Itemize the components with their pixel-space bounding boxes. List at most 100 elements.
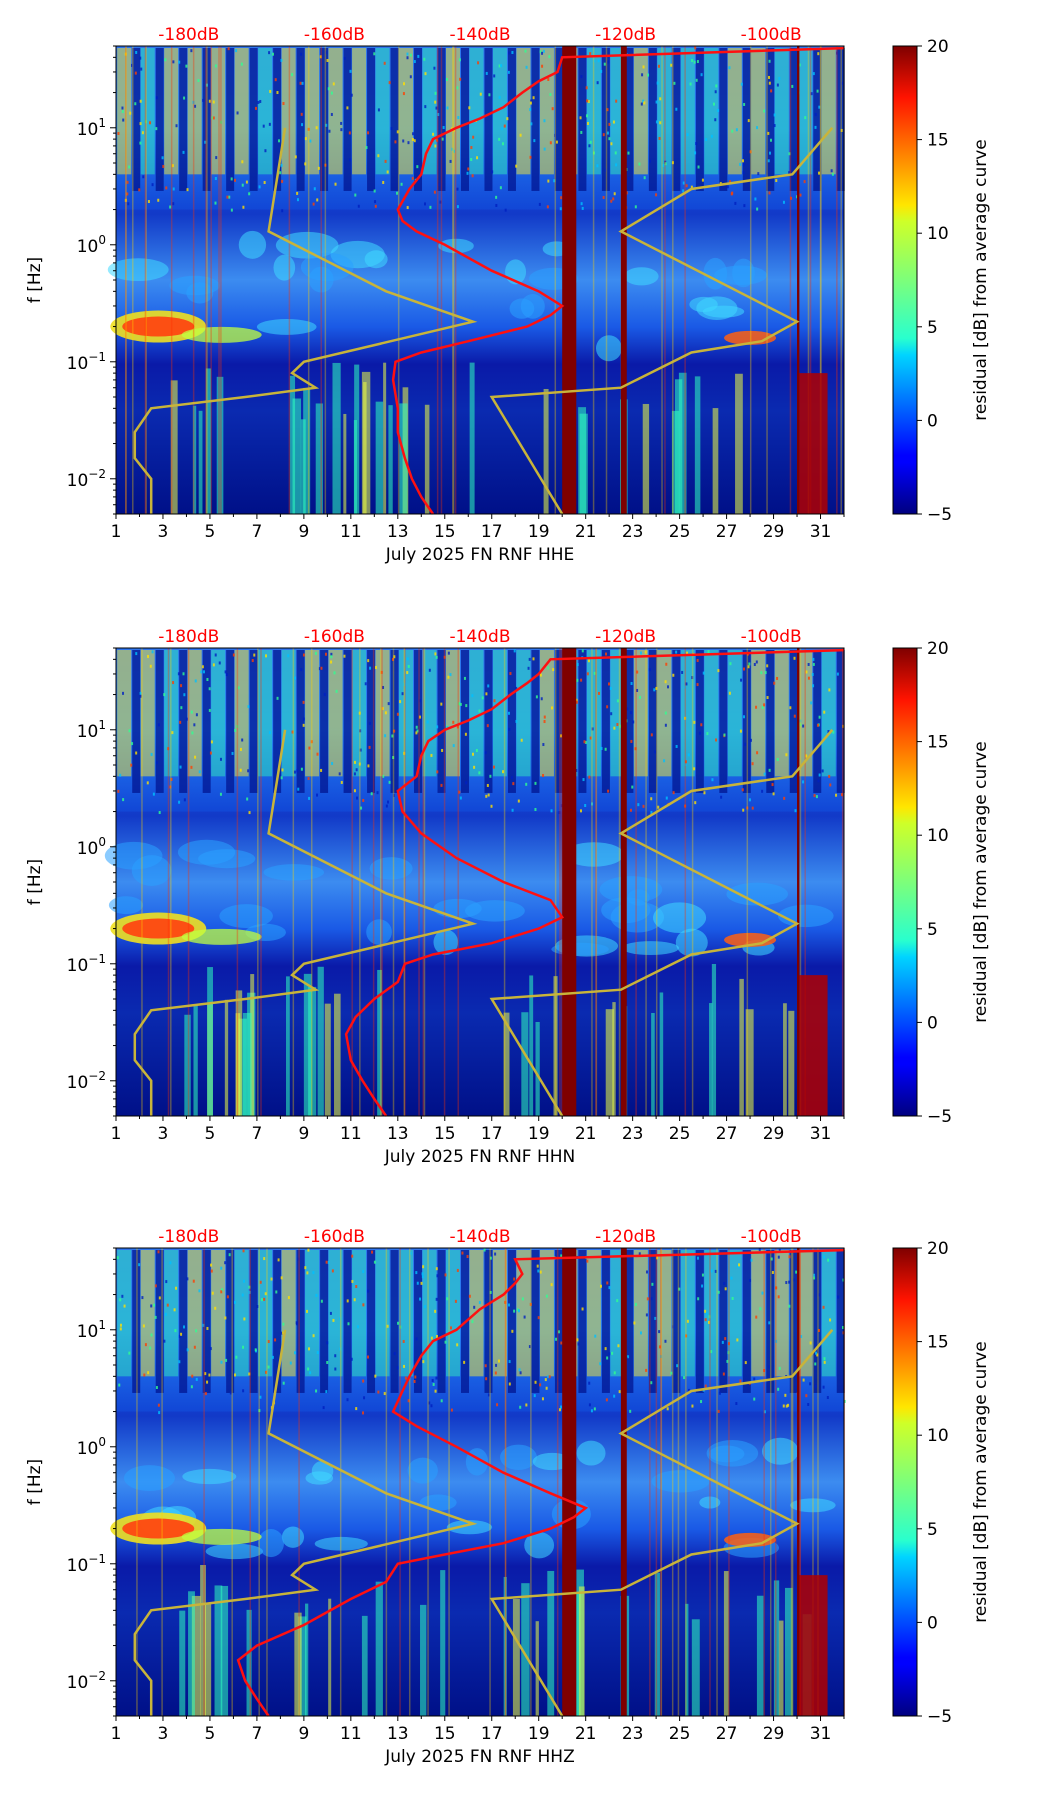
day-striation xyxy=(164,650,179,777)
speckle xyxy=(441,137,444,141)
speckle xyxy=(686,133,689,137)
glitch-line xyxy=(443,648,446,1116)
night-striation xyxy=(484,1250,493,1393)
speckle xyxy=(119,1298,122,1302)
speckle xyxy=(226,195,229,199)
glitch-line xyxy=(144,46,147,514)
long-period-spike xyxy=(578,1586,585,1716)
day-striation xyxy=(352,48,367,175)
speckle xyxy=(276,696,279,700)
glitch-line xyxy=(677,1248,680,1716)
long-period-spike xyxy=(691,1619,700,1716)
speckle xyxy=(456,86,459,90)
speckle xyxy=(807,663,810,667)
speckle xyxy=(139,99,142,103)
speckle xyxy=(758,1248,761,1252)
speckle xyxy=(793,714,796,718)
night-striation xyxy=(719,1250,728,1393)
speckle xyxy=(393,655,396,659)
speckle xyxy=(242,205,245,209)
speckle xyxy=(823,710,826,714)
night-striation xyxy=(273,650,282,793)
speckle xyxy=(254,106,257,110)
speckle xyxy=(842,724,845,728)
speckle xyxy=(543,715,546,719)
microseism-blob xyxy=(131,855,172,886)
speckle xyxy=(708,1315,711,1319)
speckle xyxy=(281,768,284,772)
noise-model-line xyxy=(489,1328,834,1717)
speckle xyxy=(287,1296,290,1300)
speckle xyxy=(156,761,159,765)
day-striation xyxy=(798,1250,813,1377)
db-label: -160dB xyxy=(304,627,365,647)
speckle xyxy=(682,181,685,185)
speckle xyxy=(185,64,188,68)
speckle xyxy=(696,658,699,662)
speckle xyxy=(320,1299,323,1303)
speckle xyxy=(421,1275,424,1279)
speckle xyxy=(741,159,744,163)
speckle xyxy=(494,1371,497,1375)
long-period-spike xyxy=(521,1012,529,1116)
microseism-blob xyxy=(177,839,236,865)
speckle xyxy=(271,52,274,56)
speckle xyxy=(485,71,488,75)
long-period-spike xyxy=(694,376,701,514)
speckle xyxy=(610,142,613,146)
speckle xyxy=(149,1346,152,1350)
night-striation xyxy=(367,650,376,793)
night-striation xyxy=(742,48,751,191)
speckle xyxy=(258,185,261,189)
long-period-spike xyxy=(205,368,212,514)
speckle xyxy=(374,1374,377,1378)
speckle xyxy=(603,62,606,66)
speckle xyxy=(489,1256,492,1260)
speckle xyxy=(220,1266,223,1270)
speckle xyxy=(548,55,551,59)
speckle xyxy=(279,171,282,175)
y-tick-exponent: 0 xyxy=(98,1435,106,1449)
speckle xyxy=(587,100,590,104)
speckle xyxy=(727,1351,730,1355)
speckle xyxy=(368,721,371,725)
speckle xyxy=(610,712,613,716)
glitch-line xyxy=(817,1248,819,1716)
colorbar-tick-label: 20 xyxy=(927,1239,949,1259)
speckle xyxy=(139,56,142,60)
speckle xyxy=(212,663,215,667)
speckle xyxy=(463,1360,466,1364)
speckle xyxy=(658,1345,661,1349)
glitch-line xyxy=(591,648,593,1116)
speckle xyxy=(694,801,697,805)
glitch-line xyxy=(595,648,597,1116)
speckle xyxy=(529,108,532,112)
speckle xyxy=(415,1271,418,1275)
long-period-spike xyxy=(778,1620,784,1716)
speckle xyxy=(516,1308,519,1312)
glitch-line xyxy=(649,1248,651,1716)
y-tick-exponent: 1 xyxy=(98,116,106,130)
day-striation xyxy=(657,1250,672,1377)
speckle xyxy=(416,1281,419,1285)
speckle xyxy=(382,180,385,184)
glitch-line xyxy=(359,648,361,1116)
speckle xyxy=(648,668,651,672)
speckle xyxy=(265,654,268,658)
glitch-line xyxy=(448,1248,450,1716)
speckle xyxy=(350,1357,353,1361)
day-striation xyxy=(751,48,766,175)
long-period-spike xyxy=(324,1003,331,1116)
speckle xyxy=(227,47,230,51)
speckle xyxy=(628,177,631,181)
speckle xyxy=(615,163,618,167)
day-striation xyxy=(680,48,695,175)
speckle xyxy=(782,200,785,204)
speckle xyxy=(225,673,228,677)
speckle xyxy=(296,769,299,773)
speckle xyxy=(116,1256,119,1260)
speckle xyxy=(632,720,635,724)
speckle xyxy=(742,163,745,167)
speckle xyxy=(131,63,134,67)
x-tick-label: 21 xyxy=(575,522,597,542)
